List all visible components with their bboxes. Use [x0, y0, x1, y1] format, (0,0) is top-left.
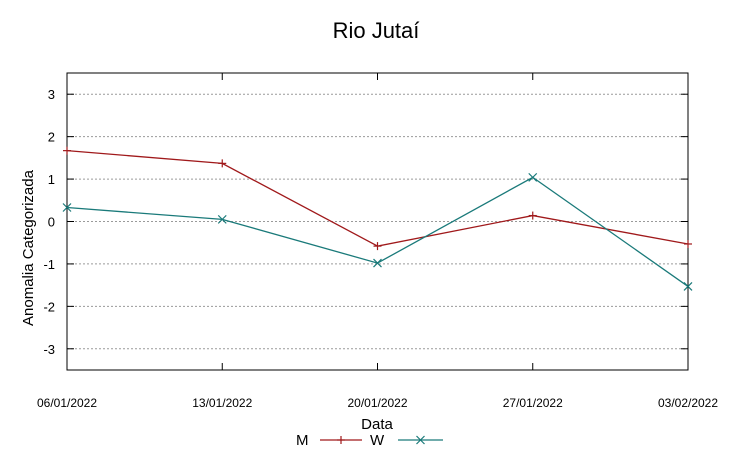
x-tick-label: 27/01/2022 — [503, 396, 563, 410]
series-line — [66, 176, 689, 287]
legend-label: M — [296, 432, 309, 449]
series-m — [63, 146, 692, 251]
axes: 3 2 1 0 -1 -2 -3 06/01/2022 13/01/2022 20/01/2022… — [37, 73, 718, 410]
legend-label: W — [370, 432, 385, 449]
data-point-cross — [416, 435, 425, 445]
legend-item-w: W — [370, 432, 443, 449]
x-tick-label: 03/02/2022 — [658, 396, 718, 410]
data-point-cross — [683, 281, 693, 291]
series-w — [62, 172, 693, 291]
data-point-cross — [217, 214, 227, 224]
x-tick-label: 13/01/2022 — [192, 396, 252, 410]
y-tick-label: 3 — [48, 87, 55, 102]
y-tick-label: 2 — [48, 130, 55, 145]
x-tick-label: 20/01/2022 — [347, 396, 407, 410]
grid — [67, 93, 688, 350]
data-point-cross — [62, 203, 72, 212]
data-point-cross — [528, 172, 538, 182]
y-tick-label: -1 — [43, 257, 55, 272]
x-tick-label: 06/01/2022 — [37, 396, 97, 410]
legend-item-m: M — [296, 432, 362, 449]
y-tick-label: -2 — [43, 299, 55, 314]
data-point-cross — [373, 258, 382, 268]
series — [62, 146, 693, 291]
y-tick-label: -3 — [43, 342, 55, 357]
series-line — [66, 149, 689, 247]
y-tick-label: 0 — [48, 215, 55, 230]
x-axis-label: Data — [361, 416, 393, 433]
y-tick-label: 1 — [48, 172, 55, 187]
chart-title: Rio Jutaí — [333, 18, 420, 43]
y-axis-label: Anomalia Categorizada — [20, 169, 37, 326]
